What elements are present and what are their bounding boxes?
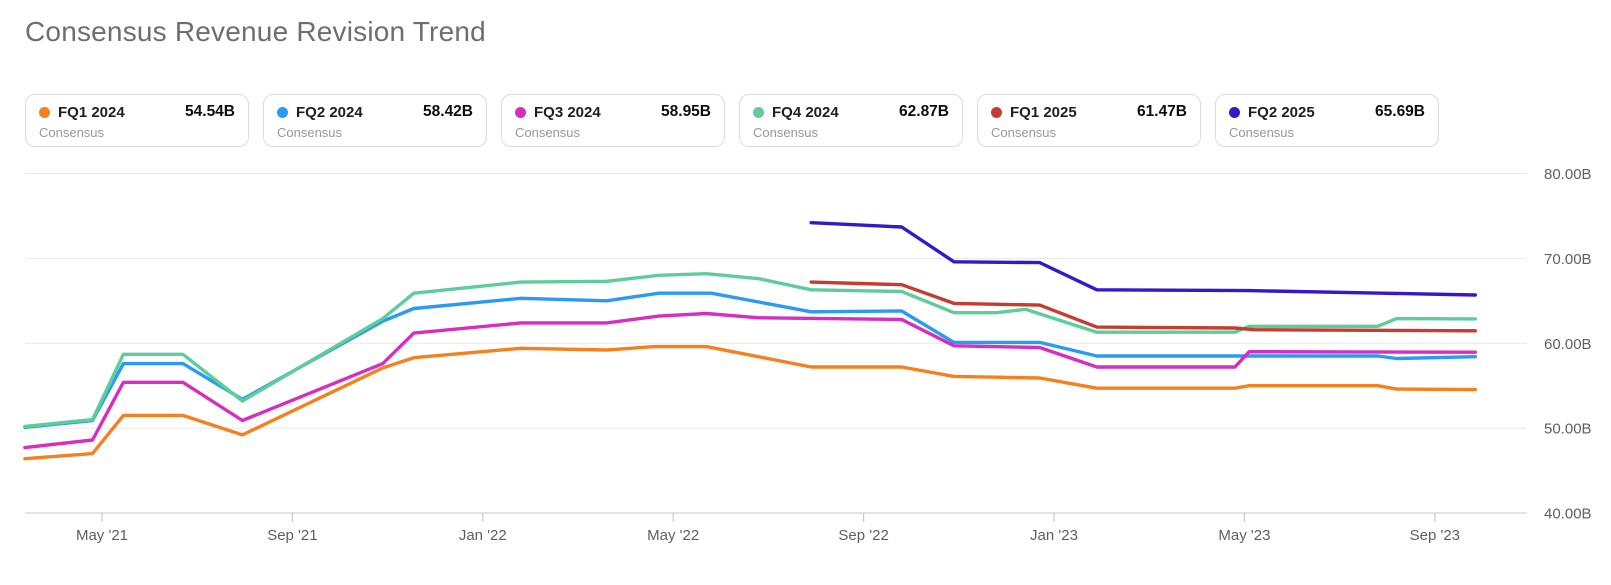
legend-value: 65.69B bbox=[1375, 103, 1425, 120]
series-color-dot bbox=[991, 106, 1002, 118]
x-axis-label: Jan '22 bbox=[459, 527, 507, 544]
y-axis-label: 40.00B bbox=[1544, 506, 1592, 523]
legend-value: 54.54B bbox=[185, 103, 235, 120]
legend-period-label: FQ4 2024 bbox=[772, 103, 839, 121]
legend-card-fq4-2024[interactable]: FQ4 2024 62.87B Consensus bbox=[739, 94, 963, 147]
legend-card-fq2-2024[interactable]: FQ2 2024 58.42B Consensus bbox=[263, 94, 487, 147]
legend-card-fq1-2025[interactable]: FQ1 2025 61.47B Consensus bbox=[977, 94, 1201, 147]
x-axis-label: May '23 bbox=[1218, 527, 1270, 544]
x-axis-label: Jan '23 bbox=[1030, 527, 1078, 544]
series-line-fq2-2025-consensus[interactable] bbox=[809, 220, 1478, 297]
series-line-fq4-2024-consensus[interactable] bbox=[23, 272, 1478, 429]
legend-sublabel: Consensus bbox=[991, 125, 1057, 140]
legend-card-fq2-2025[interactable]: FQ2 2025 65.69B Consensus bbox=[1215, 94, 1439, 147]
legend-sublabel: Consensus bbox=[753, 125, 819, 140]
x-axis-label: May '21 bbox=[76, 527, 128, 544]
legend-value: 58.95B bbox=[661, 103, 711, 120]
legend-row: FQ1 2024 54.54B Consensus FQ2 2024 58.42… bbox=[25, 94, 1439, 147]
legend-period-label: FQ1 2025 bbox=[1010, 103, 1077, 121]
legend-card-fq3-2024[interactable]: FQ3 2024 58.95B Consensus bbox=[501, 94, 725, 147]
legend-period-label: FQ2 2024 bbox=[296, 103, 363, 121]
x-axis-label: Sep '22 bbox=[838, 527, 888, 544]
legend-sublabel: Consensus bbox=[515, 125, 581, 140]
y-axis-label: 50.00B bbox=[1544, 421, 1592, 438]
legend-sublabel: Consensus bbox=[277, 125, 343, 140]
series-color-dot bbox=[753, 106, 764, 118]
x-axis-label: Sep '23 bbox=[1410, 527, 1460, 544]
series-color-dot bbox=[277, 106, 288, 118]
series-line-fq2-2024-consensus[interactable] bbox=[23, 291, 1478, 429]
series-line-fq1-2024-consensus[interactable] bbox=[23, 344, 1478, 461]
revision-trend-chart: 80.00B 70.00B 60.00B 50.00B 40.00B May '21 Sep… bbox=[23, 166, 1592, 544]
x-axis-label: May '22 bbox=[647, 527, 699, 544]
series-color-dot bbox=[1229, 106, 1240, 118]
series-color-dot bbox=[39, 106, 50, 118]
y-axis-label: 60.00B bbox=[1544, 336, 1592, 353]
y-axis-label: 70.00B bbox=[1544, 251, 1592, 268]
legend-period-label: FQ2 2025 bbox=[1248, 103, 1315, 121]
page-title: Consensus Revenue Revision Trend bbox=[25, 16, 486, 47]
series-line-fq3-2024-consensus[interactable] bbox=[23, 311, 1478, 450]
series-line-fq1-2025-consensus[interactable] bbox=[809, 280, 1478, 333]
legend-value: 61.47B bbox=[1137, 103, 1187, 120]
y-axis-label: 80.00B bbox=[1544, 166, 1592, 183]
series-color-dot bbox=[515, 106, 526, 118]
legend-period-label: FQ3 2024 bbox=[534, 103, 601, 121]
legend-period-label: FQ1 2024 bbox=[58, 103, 125, 121]
legend-value: 58.42B bbox=[423, 103, 473, 120]
legend-sublabel: Consensus bbox=[39, 125, 105, 140]
legend-sublabel: Consensus bbox=[1229, 125, 1295, 140]
legend-value: 62.87B bbox=[899, 103, 949, 120]
x-axis-label: Sep '21 bbox=[267, 527, 317, 544]
legend-card-fq1-2024[interactable]: FQ1 2024 54.54B Consensus bbox=[25, 94, 249, 147]
